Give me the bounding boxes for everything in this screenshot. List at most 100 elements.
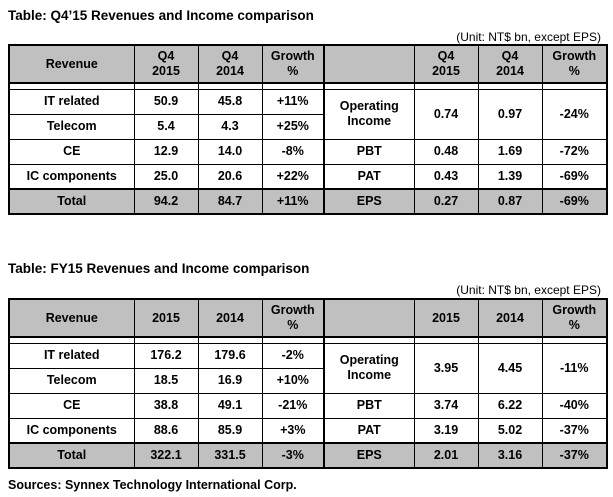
revenue-category-cell: Telecom [8, 113, 135, 140]
income-growth-cell: -11% [541, 342, 608, 394]
revenue-2015-cell: 25.0 [133, 163, 199, 190]
header-row: Revenue Q4 2015 Q4 2014 Growth% Q4 2015 Q4 2014 Gr… [8, 44, 608, 84]
revenue-2015-cell: 176.2 [133, 342, 199, 369]
revenue-total-growth: +11% [261, 188, 325, 215]
eps-2015: 0.27 [413, 188, 479, 215]
data-row: IC components 88.6 85.9 +3% PAT 3.19 5.02 -37% [8, 417, 608, 444]
spacer-row [8, 83, 608, 89]
fy-unit-note: (Unit: NT$ bn, except EPS) [456, 283, 601, 297]
income-v2015-cell: 0.48 [413, 138, 479, 165]
data-row: Telecom 5.4 4.3 +25% [8, 113, 607, 140]
revenue-header-cell: Q4 2014 [197, 44, 263, 84]
q4-table-title: Table: Q4’15 Revenues and Income compari… [8, 8, 314, 23]
header-row: Revenue 2015 2014 Growth% 2015 2014 Growth% [8, 298, 608, 338]
revenue-total-2014: 84.7 [197, 188, 263, 215]
income-v2014-cell: 5.02 [477, 417, 543, 444]
income-metric-cell: PBT [323, 138, 415, 165]
revenue-2014-cell: 85.9 [197, 417, 263, 444]
income-v2015-cell: 3.95 [413, 342, 479, 394]
income-header-cell [323, 44, 415, 84]
fy-table-title: Table: FY15 Revenues and Income comparis… [8, 261, 310, 276]
total-row: Total 94.2 84.7 +11% EPS 0.27 0.87 -69% [8, 188, 608, 215]
revenue-category-cell: CE [8, 138, 135, 165]
revenue-category-cell: IT related [8, 88, 135, 115]
eps-2014: 3.16 [477, 442, 543, 469]
revenue-growth-cell: +11% [261, 88, 325, 115]
income-v2014-cell: 6.22 [477, 392, 543, 419]
income-metric-cell: Operating Income [323, 88, 415, 140]
data-row: IC components 25.0 20.6 +22% PAT 0.43 1.39 -69% [8, 163, 608, 190]
income-metric-cell: PBT [323, 392, 415, 419]
revenue-growth-cell: +3% [261, 417, 325, 444]
spacer-cell [541, 83, 608, 89]
income-v2015-cell: 3.74 [413, 392, 479, 419]
income-header-cell: Growth% [541, 44, 608, 84]
revenue-growth-cell: +10% [261, 367, 325, 394]
income-header-cell: Growth% [541, 298, 608, 338]
revenue-category-cell: IT related [8, 342, 135, 369]
revenue-2015-cell: 50.9 [133, 88, 199, 115]
income-growth-cell: -72% [541, 138, 608, 165]
eps-label: EPS [323, 442, 415, 469]
revenue-2015-cell: 5.4 [133, 113, 199, 140]
revenue-total-2015: 322.1 [133, 442, 199, 469]
income-v2015-cell: 0.43 [413, 163, 479, 190]
income-header-cell [323, 298, 415, 338]
revenue-2014-cell: 16.9 [197, 367, 263, 394]
income-header-cell: Q4 2014 [477, 44, 543, 84]
revenue-growth-cell: +25% [261, 113, 325, 140]
revenue-2014-cell: 4.3 [197, 113, 263, 140]
income-header-cell: Q4 2015 [413, 44, 479, 84]
income-metric-cell: Operating Income [323, 342, 415, 394]
income-metric-cell: PAT [323, 163, 415, 190]
revenue-header-cell: Growth% [261, 298, 325, 338]
revenue-category-cell: IC components [8, 163, 135, 190]
revenue-header-cell: 2014 [197, 298, 263, 338]
revenue-category-cell: IC components [8, 417, 135, 444]
revenue-total-label: Total [8, 442, 135, 469]
income-v2015-cell: 0.74 [413, 88, 479, 140]
revenue-2015-cell: 12.9 [133, 138, 199, 165]
revenue-2014-cell: 179.6 [197, 342, 263, 369]
income-metric-cell: PAT [323, 417, 415, 444]
revenue-growth-cell: -8% [261, 138, 325, 165]
income-growth-cell: -69% [541, 163, 608, 190]
revenue-total-growth: -3% [261, 442, 325, 469]
income-v2015-cell: 3.19 [413, 417, 479, 444]
revenue-2014-cell: 45.8 [197, 88, 263, 115]
q4-unit-note: (Unit: NT$ bn, except EPS) [456, 30, 601, 44]
revenue-category-cell: CE [8, 392, 135, 419]
data-row: CE 38.8 49.1 -21% PBT 3.74 6.22 -40% [8, 392, 608, 419]
revenue-2015-cell: 18.5 [133, 367, 199, 394]
data-row: IT related 50.9 45.8 +11% Operating Income 0.7… [8, 88, 608, 140]
revenue-header-cell: 2015 [133, 298, 199, 338]
revenue-2015-cell: 88.6 [133, 417, 199, 444]
income-header-cell: 2014 [477, 298, 543, 338]
revenue-category-cell: Telecom [8, 367, 135, 394]
revenue-total-label: Total [8, 188, 135, 215]
spacer-cell [541, 337, 608, 343]
revenue-2015-cell: 38.8 [133, 392, 199, 419]
eps-growth: -69% [541, 188, 608, 215]
revenue-growth-cell: +22% [261, 163, 325, 190]
income-growth-cell: -24% [541, 88, 608, 140]
revenue-2014-cell: 49.1 [197, 392, 263, 419]
source-note: Sources: Synnex Technology International… [8, 478, 297, 492]
q4-comparison-table: Revenue Q4 2015 Q4 2014 Growth% Q4 2015 Q4 2014 Gr… [8, 44, 608, 215]
revenue-header-cell: Growth% [261, 44, 325, 84]
revenue-header-cell: Revenue [8, 44, 135, 84]
income-v2014-cell: 4.45 [477, 342, 543, 394]
spacer-row [8, 337, 608, 343]
revenue-header-cell: Revenue [8, 298, 135, 338]
revenue-total-2014: 331.5 [197, 442, 263, 469]
income-v2014-cell: 0.97 [477, 88, 543, 140]
revenue-total-2015: 94.2 [133, 188, 199, 215]
eps-label: EPS [323, 188, 415, 215]
total-row: Total 322.1 331.5 -3% EPS 2.01 3.16 -37% [8, 442, 608, 469]
income-growth-cell: -40% [541, 392, 608, 419]
eps-growth: -37% [541, 442, 608, 469]
data-row: CE 12.9 14.0 -8% PBT 0.48 1.69 -72% [8, 138, 608, 165]
income-v2014-cell: 1.69 [477, 138, 543, 165]
eps-2015: 2.01 [413, 442, 479, 469]
income-growth-cell: -37% [541, 417, 608, 444]
